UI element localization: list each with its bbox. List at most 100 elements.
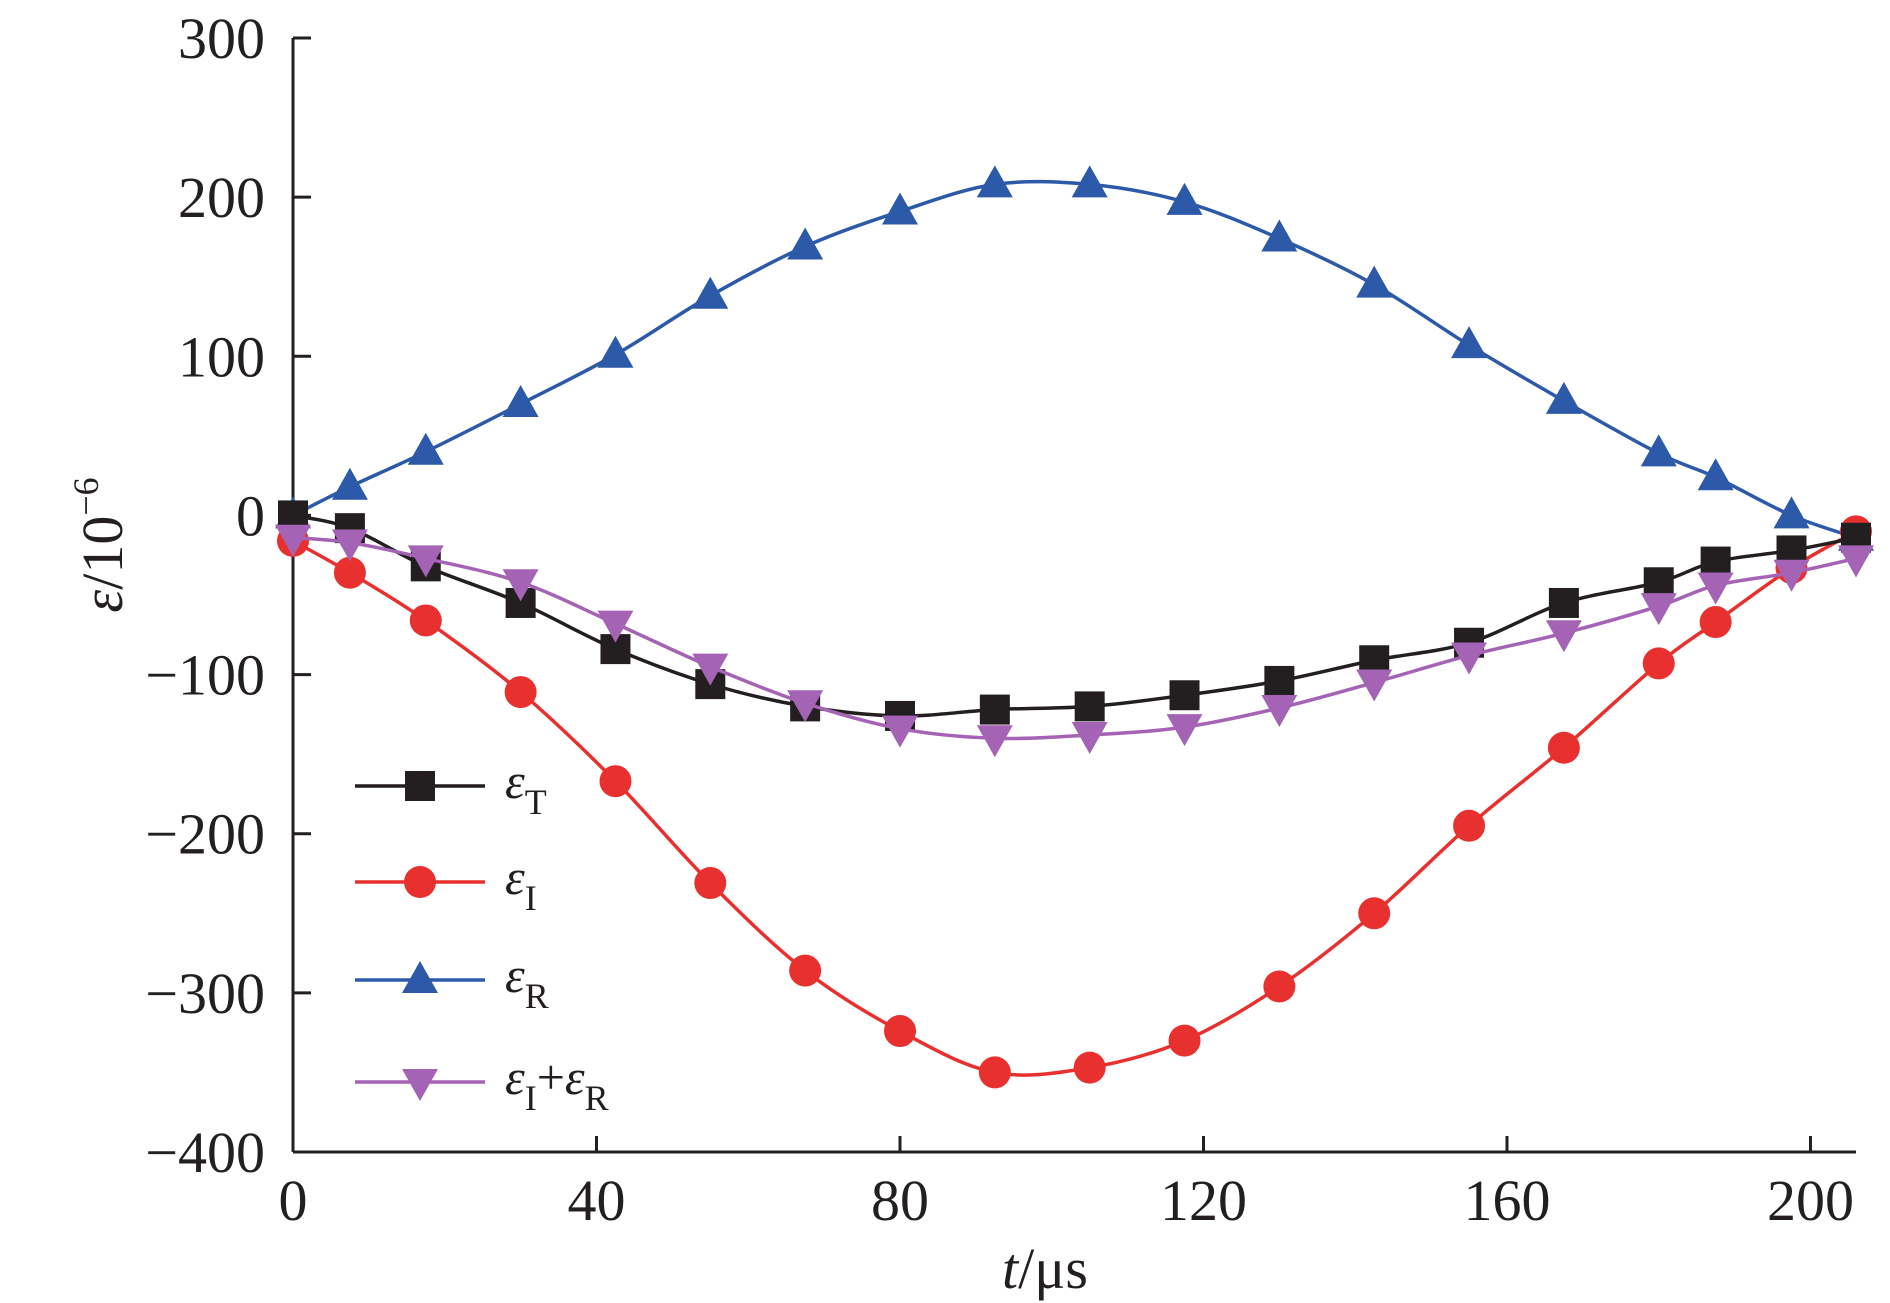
data-point-eR <box>331 467 368 500</box>
data-point-eT <box>1643 567 1674 598</box>
legend-label-part: + <box>537 1049 565 1105</box>
data-point-eI <box>599 765 632 798</box>
data-point-eR <box>787 227 824 260</box>
data-point-eR <box>502 385 539 418</box>
y-tick-label: 300 <box>178 6 265 71</box>
data-point-eI <box>1642 647 1675 680</box>
data-point-eIR <box>1773 559 1810 592</box>
data-point-eT <box>1169 680 1200 711</box>
data-point-eIR <box>1451 642 1488 675</box>
data-point-eI <box>409 604 442 637</box>
data-point-eIR <box>1838 545 1874 578</box>
legend-label-part: I <box>525 1078 537 1118</box>
data-point-eI <box>1547 731 1580 764</box>
data-point-eT <box>1074 691 1105 722</box>
chart-axes: 0 40 80 120 160 200 300 200 100 0 −100 −200 −300 −40… <box>145 6 1856 1233</box>
y-axis-title-exponent: −6 <box>66 477 106 515</box>
x-axis-ticks: 0 40 80 120 160 200 <box>279 1136 1854 1233</box>
data-point-eIR <box>1697 572 1734 605</box>
y-axis-title: ε/10−6 <box>66 477 135 612</box>
data-point-eR <box>692 276 729 309</box>
data-point-eIR <box>597 610 634 643</box>
data-point-eR <box>1545 381 1582 414</box>
x-tick-label: 40 <box>567 1168 625 1233</box>
x-axis-title: t/μs <box>1002 1236 1088 1301</box>
y-axis-ticks: 300 200 100 0 −100 −200 −300 −400 <box>145 6 311 1185</box>
data-point-eIR <box>1071 722 1108 755</box>
series-layer <box>275 165 1874 1089</box>
y-axis-title-symbol: ε <box>70 590 135 613</box>
x-axis-title-unit: /μs <box>1018 1236 1088 1301</box>
legend-swatch-marker <box>404 866 436 898</box>
y-axis-title-unit: /10 <box>70 516 135 590</box>
x-tick-label: 200 <box>1767 1168 1854 1233</box>
data-point-eIR <box>1356 669 1393 702</box>
y-tick-label: −300 <box>145 961 265 1026</box>
data-point-eI <box>333 556 366 589</box>
legend-label: εR <box>505 947 549 1016</box>
data-point-eR <box>597 335 634 368</box>
data-point-eT <box>1264 665 1295 696</box>
y-tick-label: 100 <box>178 324 265 389</box>
data-point-eR <box>1356 265 1393 298</box>
legend-swatch-marker <box>405 771 435 801</box>
data-point-eI <box>1073 1051 1106 1084</box>
legend-label-part: ε <box>565 1049 585 1105</box>
data-point-eIR <box>407 545 444 578</box>
legend-label-part: I <box>525 878 537 918</box>
data-point-eR <box>1166 182 1203 215</box>
legend-item-eI: εI <box>355 849 537 918</box>
legend-label-part: R <box>525 976 549 1016</box>
data-point-eI <box>1168 1024 1201 1057</box>
data-point-eI <box>1453 809 1486 842</box>
data-point-eR <box>1071 165 1108 198</box>
x-axis-title-symbol: t <box>1002 1236 1020 1301</box>
data-point-eR <box>1261 219 1298 252</box>
legend-item-eIR: εI+εR <box>355 1049 609 1118</box>
data-point-eIR <box>881 715 918 748</box>
legend-label: εI <box>505 849 537 918</box>
data-point-eIR <box>502 569 539 602</box>
legend-item-eR: εR <box>355 947 549 1016</box>
data-point-eT <box>979 694 1010 725</box>
legend-label-part: ε <box>505 947 525 1003</box>
y-tick-label: −100 <box>145 643 265 708</box>
data-point-eR <box>1773 496 1810 529</box>
data-point-eI <box>978 1056 1011 1089</box>
data-point-eIR <box>1166 714 1203 747</box>
legend-swatch-marker <box>402 1069 438 1101</box>
data-point-eIR <box>976 725 1013 758</box>
data-point-eIR <box>1640 593 1677 626</box>
x-tick-label: 0 <box>279 1168 308 1233</box>
data-point-eI <box>1263 970 1296 1003</box>
data-point-eIR <box>692 653 729 686</box>
x-tick-label: 80 <box>871 1168 929 1233</box>
legend-label-part: R <box>585 1078 609 1118</box>
data-point-eI <box>883 1015 916 1048</box>
series-eR <box>275 165 1874 551</box>
data-point-eR <box>1451 326 1488 359</box>
legend-label-part: T <box>525 782 547 822</box>
data-point-eIR <box>1545 620 1582 653</box>
data-point-eIR <box>787 690 824 723</box>
data-point-eIR <box>331 529 368 562</box>
y-tick-label: 0 <box>236 483 265 548</box>
data-point-eR <box>881 192 918 225</box>
data-point-eR <box>1697 458 1734 491</box>
data-point-eR <box>976 165 1013 198</box>
data-point-eR <box>1640 434 1677 467</box>
data-point-eI <box>1358 897 1391 930</box>
y-tick-label: −200 <box>145 802 265 867</box>
data-point-eT <box>1548 587 1579 618</box>
x-tick-label: 160 <box>1463 1168 1550 1233</box>
series-line-eR <box>292 179 1857 540</box>
y-tick-label: 200 <box>178 165 265 230</box>
data-point-eIR <box>275 524 311 557</box>
legend-label-part: ε <box>505 753 525 809</box>
legend-swatch-marker <box>402 961 438 993</box>
data-point-eI <box>1699 606 1732 639</box>
data-point-eI <box>694 867 727 900</box>
legend-label: εT <box>505 753 547 822</box>
